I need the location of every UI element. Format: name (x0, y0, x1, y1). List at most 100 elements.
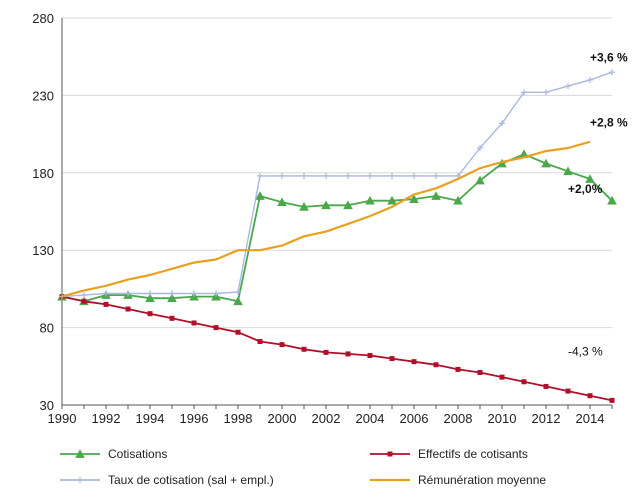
data-point (301, 172, 307, 179)
data-point (367, 352, 373, 358)
data-point (499, 120, 505, 127)
data-point (81, 298, 87, 304)
legend-label: Rémunération moyenne (418, 473, 546, 487)
y-tick-label: 130 (32, 243, 54, 258)
data-point (499, 374, 505, 380)
data-point (235, 288, 241, 295)
data-point (81, 292, 87, 299)
data-point (585, 174, 595, 183)
y-tick-label: 230 (32, 88, 54, 103)
data-point (125, 290, 131, 297)
data-point (477, 369, 483, 375)
data-point (409, 194, 419, 203)
data-point (145, 293, 155, 303)
data-point (477, 145, 483, 152)
data-point (167, 293, 177, 303)
x-tick-label: 2000 (268, 411, 297, 426)
series-line (61, 295, 613, 402)
annotation-label: +2,8 % (590, 115, 628, 129)
series-1 (59, 294, 615, 403)
series-line (61, 71, 613, 298)
annotation-label: +2,0% (568, 182, 603, 196)
x-tick-label: 2012 (532, 411, 561, 426)
legend-label: Taux de cotisation (sal + empl.) (108, 473, 274, 487)
y-tick-label: 180 (32, 166, 54, 181)
data-point (279, 342, 285, 348)
data-point (279, 172, 285, 179)
data-point (475, 175, 485, 185)
data-point (103, 290, 109, 297)
data-point (235, 329, 241, 335)
data-point (565, 388, 571, 394)
data-point (321, 200, 331, 210)
data-point (521, 379, 527, 385)
data-point (257, 339, 263, 345)
data-point (301, 346, 307, 352)
x-tick-label: 2010 (488, 411, 517, 426)
x-tick-label: 2014 (576, 411, 605, 426)
data-point (389, 172, 395, 179)
legend: Cotisations Effectifs de cotisants Taux de… (60, 447, 546, 487)
data-point (77, 477, 83, 483)
legend-label: Effectifs de cotisants (418, 447, 528, 461)
x-tick-labels: 1990 1992 1994 1996 1998 2000 2002 2004 2006 2008… (48, 411, 605, 426)
series-3 (61, 140, 591, 298)
data-point (411, 359, 417, 365)
legend-label: Cotisations (108, 447, 167, 461)
series-line (61, 153, 613, 303)
data-point (191, 290, 197, 297)
data-point (367, 172, 373, 179)
data-point (257, 172, 263, 179)
data-point (563, 166, 573, 176)
data-point (389, 356, 395, 362)
x-tick-label: 1992 (92, 411, 121, 426)
data-point (323, 172, 329, 179)
data-point (543, 383, 549, 389)
data-point (191, 320, 197, 326)
data-point (433, 172, 439, 179)
grid-lines (62, 17, 612, 329)
annotation-label: +3,6 % (590, 50, 628, 64)
legend-entry: Effectifs de cotisants (370, 447, 528, 461)
data-point (607, 195, 617, 205)
data-point (609, 69, 615, 76)
data-point (455, 366, 461, 372)
axes (61, 18, 613, 409)
series-layer (57, 69, 617, 403)
data-point (213, 325, 219, 331)
data-point (147, 311, 153, 317)
data-point (587, 393, 593, 399)
data-point (147, 290, 153, 297)
data-point (453, 195, 463, 205)
data-point (431, 191, 441, 200)
data-point (277, 197, 287, 207)
data-point (213, 290, 219, 297)
x-tick-label: 1996 (180, 411, 209, 426)
y-tick-labels: 30 80 130 180 230 280 (32, 11, 54, 413)
data-point (543, 89, 549, 96)
annotation-label: -4,3 % (568, 344, 603, 358)
data-point (233, 296, 243, 306)
data-point (541, 158, 551, 168)
x-tick-label: 1998 (224, 411, 253, 426)
data-point (345, 172, 351, 179)
data-point (75, 449, 85, 458)
x-tick-label: 2004 (356, 411, 385, 426)
series-2 (59, 69, 615, 300)
data-point (411, 172, 417, 179)
x-tick-label: 2008 (444, 411, 473, 426)
legend-entry: Taux de cotisation (sal + empl.) (60, 473, 274, 487)
data-point (433, 362, 439, 368)
legend-entry: Rémunération moyenne (370, 473, 546, 487)
data-point (343, 200, 353, 210)
annotations-layer: +3,6 % +2,8 % +2,0% -4,3 % (568, 50, 628, 358)
y-tick-label: 80 (40, 321, 54, 336)
data-point (521, 89, 527, 96)
data-point (323, 349, 329, 355)
data-point (169, 290, 175, 297)
data-point (125, 306, 131, 312)
data-point (103, 301, 109, 307)
data-point (587, 76, 593, 83)
data-point (365, 195, 375, 205)
x-tick-label: 1994 (136, 411, 165, 426)
